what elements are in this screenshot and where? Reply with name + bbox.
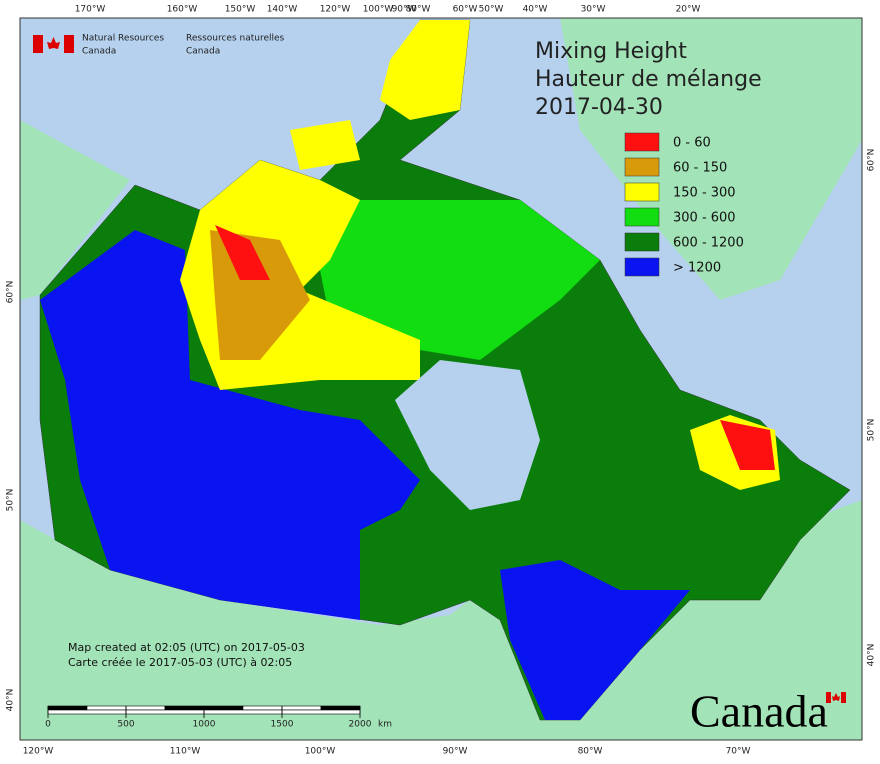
latitude-label: 60°N [867,149,877,172]
longitude-label: 30°W [581,5,606,15]
flag-bar [841,692,846,703]
hudson-bay [395,360,540,510]
longitude-label: 90°W [443,747,468,757]
flag-bar [64,35,74,53]
legend-swatch [624,207,660,227]
zone-blue-west [40,230,420,620]
flag-bar [33,35,43,53]
legend-swatch [624,132,660,152]
scale-segment [281,709,361,715]
zone-yellow-arctic [380,20,470,120]
scale-segment [47,709,127,715]
legend-swatch [624,257,660,277]
legend-swatch [624,182,660,202]
scale-segment [86,705,127,711]
title: Hauteur de mélange [535,67,762,92]
zone-yellow-island [290,120,360,170]
scale-segment [47,705,88,711]
scale-label: 500 [117,720,134,730]
longitude-label: 100°W [305,747,336,757]
usa [20,500,862,740]
scale-segment [203,709,283,715]
longitude-label: 90°W [392,5,417,15]
wordmark-flag [826,692,846,703]
scale-label: 0 [45,720,51,730]
scale-segment [281,705,322,711]
zone-blue-east [500,560,690,720]
agency-text: Canada [82,47,116,57]
scale-segment [320,705,361,711]
scale-segment [125,709,205,715]
longitude-label: 160°W [167,5,198,15]
zone-lime [300,200,600,360]
agency-text: Canada [186,47,220,57]
nrcan-logo [33,35,74,53]
scale-label: 2000 [349,720,372,730]
scale-unit: km [378,720,392,730]
longitude-label: 40°W [523,5,548,15]
zone-red [215,225,270,280]
credit: Carte créée le 2017-05-03 (UTC) à 02:05 [68,656,292,669]
legend-swatch [624,232,660,252]
legend-label: 150 - 300 [673,186,736,201]
longitude-label: 70°W [726,747,751,757]
longitude-label: 80°W [406,5,431,15]
scale-segment [164,705,205,711]
scale-label: 1500 [271,720,294,730]
zone-red-east [720,420,775,470]
latitude-label: 40°N [6,689,16,712]
legend-label: 0 - 60 [673,136,711,151]
longitude-label: 110°W [170,747,201,757]
longitude-label: 150°W [225,5,256,15]
scale-label: 1000 [193,720,216,730]
longitude-label: 60°W [453,5,478,15]
flag-leaf [47,37,60,49]
longitude-label: 170°W [75,5,106,15]
map-frame [19,17,863,741]
greenland [560,18,862,300]
map-area [20,18,862,740]
legend-label: 60 - 150 [673,161,727,176]
legend-label: 600 - 1200 [673,236,744,251]
longitude-label: 120°W [320,5,351,15]
flag-bar [826,692,831,703]
longitude-label: 100°W [363,5,394,15]
flag-leaf [832,693,840,701]
latitude-label: 40°N [867,644,877,667]
legend-label: 300 - 600 [673,211,736,226]
longitude-label: 140°W [267,5,298,15]
scale-segment [242,705,283,711]
longitude-label: 20°W [676,5,701,15]
wordmark: Canada [690,686,828,737]
longitude-label: 50°W [479,5,504,15]
legend-swatch [624,157,660,177]
latitude-label: 60°N [6,281,16,304]
scale-segment [203,705,244,711]
latitude-label: 50°N [6,489,16,512]
latitude-label: 50°N [867,419,877,442]
credit: Map created at 02:05 (UTC) on 2017-05-03 [68,641,305,654]
longitude-label: 120°W [23,747,54,757]
alaska [20,120,130,300]
title-date: 2017-04-30 [535,95,663,120]
longitude-label: 80°W [578,747,603,757]
legend-label: > 1200 [673,261,721,276]
agency-text: Natural Resources [82,34,164,44]
title: Mixing Height [535,39,687,64]
agency-text: Ressources naturelles [186,34,285,44]
scale-segment [125,705,166,711]
